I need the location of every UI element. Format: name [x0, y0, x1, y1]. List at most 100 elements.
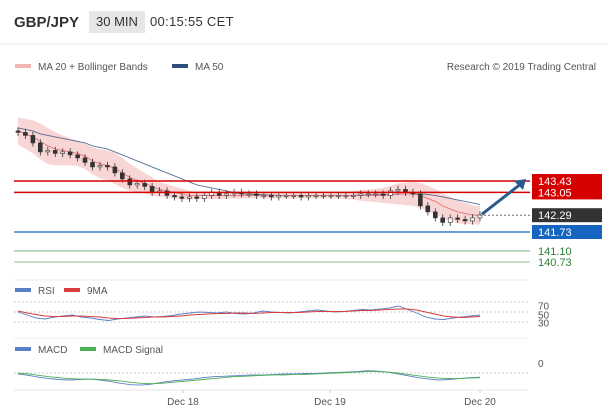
candle-body [67, 151, 73, 156]
bollinger-legend-swatch [15, 64, 31, 68]
macd-legend: MACD MACD Signal [15, 345, 163, 356]
candle-body [418, 193, 423, 207]
credit-text: Research © 2019 Trading Central [447, 62, 596, 73]
candle-body [30, 135, 36, 144]
interval-selector[interactable]: 30 MIN [89, 11, 145, 33]
level-label: 142.29 [538, 210, 572, 222]
rsi-tick-label: 50 [538, 311, 550, 322]
rsi-tick-label: 30 [538, 319, 550, 330]
rsi-ma-legend-label: 9MA [87, 286, 108, 297]
rsi-legend-swatch [15, 288, 31, 292]
forecast-arrow-head [514, 179, 526, 190]
candle-body [462, 219, 468, 222]
candle-body [127, 178, 133, 186]
candle-body [268, 195, 274, 198]
macd-tick-label: 0 [538, 359, 544, 370]
symbol-title: GBP/JPY [14, 14, 80, 31]
candle-body [321, 195, 326, 197]
x-axis: Dec 18 Dec 19 Dec 20 [167, 390, 496, 408]
candle-body [343, 195, 349, 197]
candle-body [373, 193, 379, 196]
candle-body [440, 217, 446, 223]
candle-body [328, 195, 334, 197]
candle-body [202, 195, 207, 199]
candle-body [82, 157, 88, 163]
level-label: 140.73 [538, 257, 572, 269]
resistance-level-tag [532, 185, 602, 200]
candle-body [142, 183, 147, 187]
macd-signal-line [17, 371, 481, 385]
candle-body [97, 165, 103, 168]
rsi-legend-label: RSI [38, 286, 55, 297]
candle-body [276, 195, 282, 198]
candle-body [425, 205, 431, 213]
level-label: 143.05 [538, 187, 572, 199]
candle-body [112, 166, 118, 174]
candle-body [365, 193, 371, 196]
candle-body [45, 150, 51, 153]
candle-body [447, 217, 453, 223]
ma50-legend-swatch [172, 64, 188, 68]
macd-panel: 0 [14, 359, 544, 386]
forecast-arrow-shaft [481, 181, 523, 216]
rsi-ma-legend-swatch [64, 288, 80, 292]
candle-body [261, 195, 267, 197]
candle-body [105, 165, 110, 168]
candle-body [246, 193, 252, 196]
macd-legend-label: MACD [38, 345, 67, 356]
price-legend: MA 20 + Bollinger Bands MA 50 Research ©… [15, 62, 596, 73]
x-tick-label: Dec 18 [167, 397, 199, 408]
x-tick-label: Dec 20 [464, 397, 496, 408]
candle-body [172, 195, 177, 198]
candle-body [336, 195, 341, 197]
x-tick-label: Dec 19 [314, 397, 346, 408]
candle-body [432, 211, 438, 219]
candle-body [149, 186, 155, 193]
candle-body [120, 172, 125, 180]
candle-body [298, 195, 304, 198]
timestamp: 00:15:55 CET [150, 14, 234, 29]
candle-body [37, 142, 43, 153]
candle-body [380, 193, 386, 196]
candle-body [470, 217, 475, 222]
rsi-legend: RSI 9MA [15, 286, 108, 297]
candle-body [224, 193, 229, 196]
candle-body [283, 195, 289, 197]
candle-body [90, 162, 95, 168]
rsi-ma-line [17, 308, 481, 319]
candle-body [194, 196, 200, 199]
resistance-level-tag [532, 174, 602, 188]
pivot-level-tag [532, 225, 602, 239]
candle-body [60, 151, 66, 154]
candle-body [358, 193, 364, 196]
rsi-tick-label: 70 [538, 302, 550, 313]
level-label: 141.73 [538, 227, 572, 239]
candle-body [134, 183, 140, 186]
candle-body [455, 217, 460, 220]
macd-legend-swatch [15, 347, 31, 351]
bollinger-band-area [18, 117, 480, 225]
candle-body [313, 195, 319, 197]
ma50-legend-label: MA 50 [195, 62, 224, 73]
candle-body [52, 150, 58, 154]
macd-signal-legend-label: MACD Signal [103, 345, 163, 356]
bollinger-legend-label: MA 20 + Bollinger Bands [38, 62, 148, 73]
level-label: 141.10 [538, 246, 572, 258]
candle-body [187, 196, 192, 199]
candle-body [350, 195, 356, 197]
level-label: 143.43 [538, 176, 572, 188]
candle-body [15, 130, 21, 133]
header-bar: GBP/JPY 30 MIN 00:15:55 CET [0, 0, 608, 44]
macd-signal-legend-swatch [80, 347, 96, 351]
candle-body [75, 154, 80, 159]
candle-body [291, 195, 297, 197]
candle-body [179, 196, 185, 199]
candle-body [254, 193, 259, 196]
candle-body [23, 132, 28, 136]
last-level-tag [532, 208, 602, 223]
candle-body [395, 189, 401, 192]
